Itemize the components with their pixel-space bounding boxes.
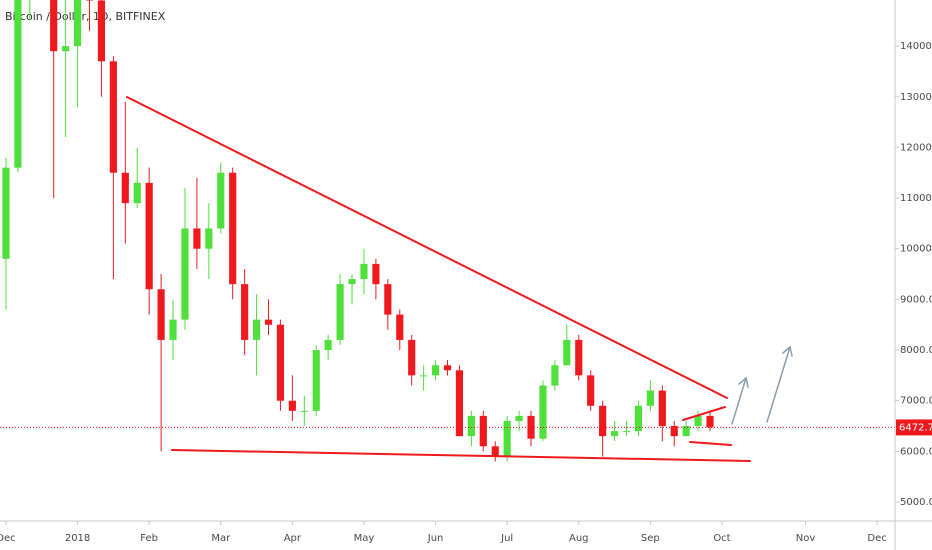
y-tick-label: 13000.0 bbox=[900, 92, 932, 103]
y-tick-label: 7000.0 bbox=[900, 396, 932, 407]
candle-body bbox=[551, 365, 559, 386]
x-tick-label: Aug bbox=[569, 533, 589, 544]
trend-line bbox=[682, 406, 726, 421]
candle-body bbox=[455, 370, 464, 437]
candle-body bbox=[348, 279, 356, 285]
candle-body bbox=[312, 350, 320, 411]
last-price-box bbox=[896, 419, 932, 436]
candle-body bbox=[85, 0, 94, 1]
arrow-head bbox=[782, 345, 793, 357]
candle-body bbox=[658, 390, 666, 427]
chart-title: Bitcoin / Dollar, 1D, BITFINEX bbox=[5, 10, 166, 23]
candle-body bbox=[360, 263, 368, 280]
x-tick-label: 2018 bbox=[65, 533, 90, 544]
x-tick-label: Feb bbox=[140, 533, 158, 544]
candle-body bbox=[479, 415, 487, 447]
candle-body bbox=[241, 284, 249, 340]
candle-body bbox=[14, 0, 22, 168]
candle-body bbox=[169, 319, 177, 340]
x-tick-label: Dec bbox=[0, 533, 16, 544]
candle-body bbox=[646, 390, 654, 406]
candle-body bbox=[396, 314, 404, 340]
arrow-head bbox=[738, 376, 749, 388]
candle-body bbox=[324, 339, 332, 351]
plot-area bbox=[0, 0, 895, 462]
y-tick-label: 5000.0 bbox=[900, 497, 932, 508]
candle-body bbox=[443, 365, 452, 371]
candle-body bbox=[575, 339, 583, 376]
candle-body bbox=[336, 284, 344, 340]
y-tick-label: 8000.0 bbox=[900, 345, 932, 356]
candle-body bbox=[62, 46, 70, 52]
axes: 5000.0 6000.0 7000.0 8000.0 9000.0 10000.0 110… bbox=[0, 41, 932, 544]
trend-line bbox=[126, 96, 728, 399]
candle-body bbox=[408, 339, 416, 376]
candle-body bbox=[467, 415, 475, 437]
candle-body bbox=[420, 375, 428, 377]
candle-body bbox=[217, 172, 225, 229]
candle-body bbox=[73, 0, 82, 47]
candle-body bbox=[503, 420, 511, 457]
y-tick-label: 11000.0 bbox=[900, 193, 932, 204]
candle-body bbox=[193, 228, 201, 249]
candle-body bbox=[610, 431, 619, 437]
x-tick-label: Mar bbox=[211, 533, 231, 544]
candle-body bbox=[599, 405, 607, 437]
candle-body bbox=[133, 182, 141, 204]
candle-body bbox=[587, 375, 595, 406]
candle-body bbox=[121, 172, 129, 204]
candle-body bbox=[276, 324, 285, 401]
candle-body bbox=[264, 319, 273, 325]
candle-body bbox=[634, 405, 643, 432]
y-tick-label: 10000.0 bbox=[900, 244, 932, 255]
candle-body bbox=[50, 0, 58, 52]
annotations bbox=[126, 96, 793, 462]
candle-body bbox=[97, 0, 106, 62]
candle-body bbox=[229, 172, 237, 285]
x-tick-label: Jul bbox=[500, 533, 513, 544]
candle-body bbox=[181, 228, 189, 320]
x-tick-label: Sep bbox=[641, 533, 660, 544]
arrow bbox=[766, 346, 791, 423]
y-tick-label: 12000.0 bbox=[900, 142, 932, 153]
candle-body bbox=[205, 228, 213, 249]
x-tick-label: Apr bbox=[284, 533, 302, 544]
candle-body bbox=[384, 284, 392, 315]
candle-body bbox=[300, 410, 308, 412]
candle-body bbox=[563, 339, 571, 366]
x-tick-label: Dec bbox=[867, 533, 886, 544]
candle-body bbox=[109, 61, 117, 173]
candle-body bbox=[670, 426, 678, 437]
x-tick-label: Oct bbox=[713, 533, 730, 544]
candle-body bbox=[694, 415, 702, 427]
candle-body bbox=[372, 263, 380, 285]
candle-body bbox=[2, 167, 10, 259]
x-tick-label: Nov bbox=[796, 533, 816, 544]
candle-body bbox=[157, 289, 165, 340]
candle-body bbox=[682, 426, 690, 437]
y-tick-label: 14000.0 bbox=[900, 41, 932, 52]
y-tick-label: 9000.0 bbox=[900, 294, 932, 305]
candle-body bbox=[491, 446, 499, 457]
candle-body bbox=[145, 182, 153, 290]
trend-line bbox=[171, 449, 751, 462]
trend-line bbox=[689, 441, 732, 446]
candle-body bbox=[539, 385, 547, 439]
candle-body bbox=[288, 400, 296, 411]
candle-body bbox=[622, 431, 631, 433]
candle-body bbox=[706, 415, 714, 428]
y-tick-label: 6000.0 bbox=[900, 446, 932, 457]
candle-body bbox=[431, 365, 440, 376]
candle-body bbox=[515, 415, 523, 421]
x-tick-label: May bbox=[354, 533, 375, 544]
candle-body bbox=[252, 319, 261, 340]
last-price-label: 6472.7 bbox=[899, 422, 932, 433]
x-tick-label: Jun bbox=[427, 533, 444, 544]
arrow bbox=[731, 377, 747, 425]
